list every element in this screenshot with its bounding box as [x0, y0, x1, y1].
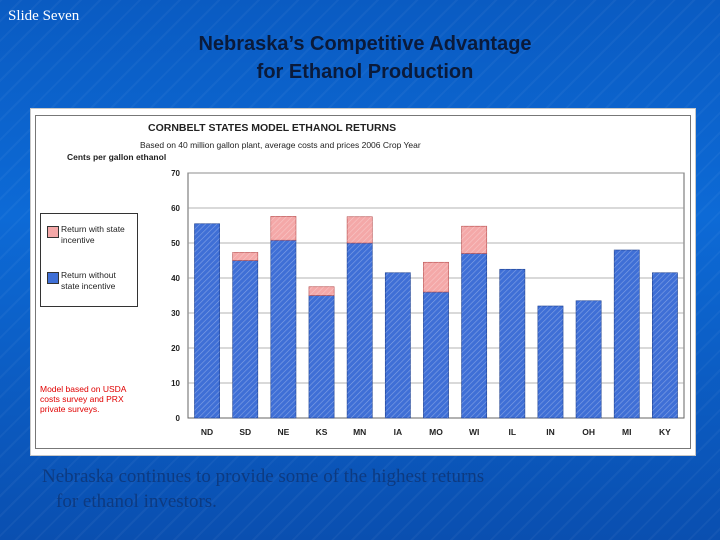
- y-tick-label: 0: [176, 414, 181, 423]
- chart-subtitle: Based on 40 million gallon plant, averag…: [140, 140, 421, 150]
- x-tick-label: KY: [659, 427, 671, 437]
- bar-incentive-hatch: [461, 226, 487, 254]
- chart-legend: Return with state incentive Return witho…: [40, 213, 138, 307]
- x-tick-label: WI: [469, 427, 479, 437]
- bar-base-hatch: [385, 272, 411, 418]
- bar-base-hatch: [461, 253, 487, 418]
- bar-base-hatch: [270, 240, 296, 418]
- bar-incentive-hatch: [308, 286, 335, 296]
- bar-incentive-hatch: [423, 262, 449, 292]
- slide-title-line2: for Ethanol Production: [256, 61, 474, 83]
- chart-title: CORNBELT STATES MODEL ETHANOL RETURNS: [148, 122, 397, 134]
- bar-base-hatch: [347, 243, 373, 418]
- bar-chart: 0 10 20 30 40 50 60 70 ND SD NE KS MN IA MO WI IL IN OH MI K…: [171, 169, 685, 437]
- chart-frame: CORNBELT STATES MODEL ETHANOL RETURNS Ba…: [30, 108, 696, 456]
- bar-incentive-hatch: [270, 216, 296, 241]
- legend-swatch-with-incentive: [47, 226, 59, 238]
- bar-base-hatch: [652, 272, 678, 418]
- bar-base-hatch: [423, 292, 449, 418]
- legend-label-with-incentive: Return with state incentive: [61, 224, 125, 245]
- bar-base-hatch: [576, 300, 602, 418]
- x-tick-label: IN: [546, 427, 555, 437]
- bar-base-hatch: [308, 295, 335, 418]
- slide-title-line1: Nebraska’s Competitive Advantage: [198, 33, 532, 55]
- x-tick-label: ND: [201, 427, 213, 437]
- x-tick-label: OH: [582, 427, 595, 437]
- y-tick-label: 40: [171, 274, 180, 283]
- y-tick-label: 30: [171, 309, 180, 318]
- x-tick-label: MN: [353, 427, 366, 437]
- x-tick-label: IA: [394, 427, 403, 437]
- y-tick-label: 20: [171, 344, 180, 353]
- slide-title: Nebraska’s Competitive Advantage for Eth…: [120, 30, 610, 86]
- y-tick-label: 70: [171, 169, 180, 178]
- y-tick-label: 60: [171, 204, 180, 213]
- x-tick-label: MO: [429, 427, 443, 437]
- bar-incentive-hatch: [232, 252, 258, 261]
- body-line-1: Nebraska continues to provide some of th…: [42, 466, 485, 487]
- body-line-2: for ethanol investors.: [56, 491, 217, 512]
- legend-label-without-incentive: Return without state incentive: [61, 270, 116, 291]
- bar-base-hatch: [614, 250, 640, 418]
- chart-panel: CORNBELT STATES MODEL ETHANOL RETURNS Ba…: [35, 115, 691, 449]
- y-tick-label: 50: [171, 239, 180, 248]
- bar-base-hatch: [499, 269, 525, 418]
- slide-body-text: Nebraska continues to provide some of th…: [42, 464, 642, 514]
- x-tick-label: SD: [239, 427, 251, 437]
- x-tick-label: KS: [316, 427, 328, 437]
- legend-swatch-without-incentive: [47, 272, 59, 284]
- bar-incentive-hatch: [347, 216, 373, 243]
- chart-note: Model based on USDA costs survey and PRX…: [40, 384, 126, 414]
- bar-base-hatch: [194, 223, 220, 418]
- x-tick-label: NE: [277, 427, 289, 437]
- y-tick-label: 10: [171, 379, 180, 388]
- y-axis-label: Cents per gallon ethanol: [67, 152, 167, 162]
- x-tick-label: MI: [622, 427, 631, 437]
- x-tick-label: IL: [509, 427, 517, 437]
- bar-base-hatch: [232, 260, 258, 418]
- slide-label: Slide Seven: [8, 8, 80, 24]
- bar-base-hatch: [537, 306, 564, 418]
